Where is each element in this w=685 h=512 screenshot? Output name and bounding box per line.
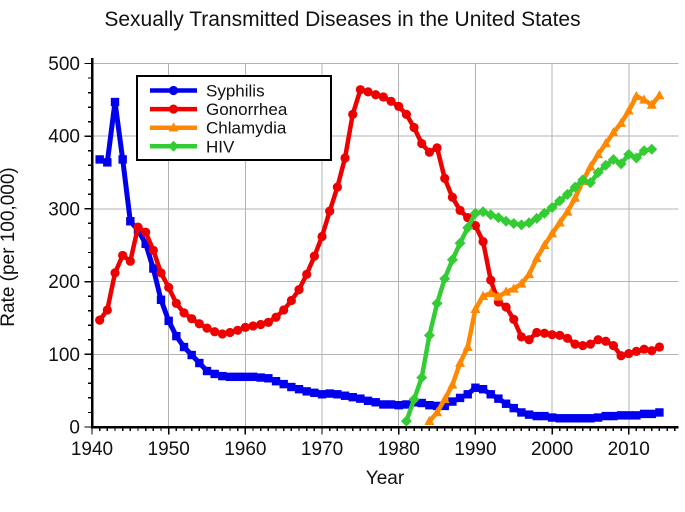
chart-title: Sexually Transmitted Diseases in the Uni… (104, 8, 581, 31)
legend-label-gonorrhea: Gonorrhea (206, 100, 288, 119)
y-tick-labels: 0 100 200 300 400 500 (48, 54, 80, 439)
legend-label-hiv: HIV (206, 137, 235, 156)
x-tick-labels: 1940 1950 1960 1970 1980 1990 2000 2010 (71, 439, 650, 460)
svg-text:1980: 1980 (378, 439, 420, 460)
legend-label-chlamydia: Chlamydia (206, 119, 287, 138)
svg-text:1960: 1960 (224, 439, 266, 460)
svg-text:300: 300 (48, 199, 80, 220)
svg-text:500: 500 (48, 54, 80, 75)
series-hiv (400, 143, 658, 427)
svg-text:2000: 2000 (531, 439, 573, 460)
axes (90, 58, 679, 429)
svg-text:1940: 1940 (71, 439, 113, 460)
svg-text:1950: 1950 (148, 439, 190, 460)
series-chlamydia (424, 90, 665, 425)
x-axis-ticks (91, 427, 676, 435)
svg-text:400: 400 (48, 127, 80, 148)
svg-text:200: 200 (48, 272, 80, 293)
svg-text:2010: 2010 (608, 439, 650, 460)
y-axis-ticks (84, 62, 92, 428)
gridlines (92, 63, 679, 427)
svg-text:1990: 1990 (454, 439, 496, 460)
legend-label-syphilis: Syphilis (206, 82, 265, 101)
svg-text:0: 0 (69, 418, 80, 439)
svg-text:100: 100 (48, 345, 80, 366)
x-axis-label: Year (365, 468, 405, 489)
series-gonorrhea (95, 85, 665, 361)
svg-text:1970: 1970 (301, 439, 343, 460)
